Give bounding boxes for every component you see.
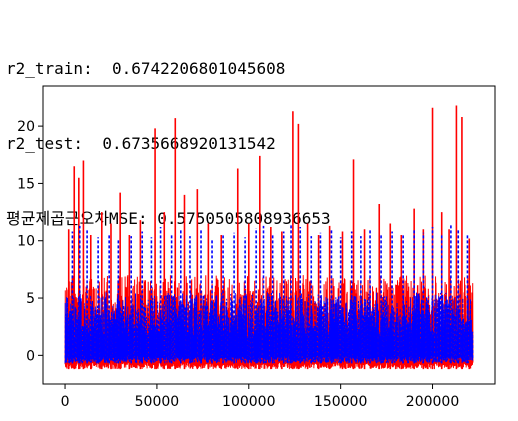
r2-test-line: r2_test: 0.6735668920131542 (6, 134, 276, 153)
y-tick-label: 0 (26, 348, 35, 364)
x-tick-label: 200000 (406, 394, 459, 410)
series-layer (64, 105, 474, 370)
x-tick-label: 0 (61, 394, 70, 410)
plot-frame (42, 85, 496, 385)
x-tick-label: 50000 (135, 394, 180, 410)
series-0-body (64, 275, 474, 370)
y-tick-label: 15 (17, 176, 35, 192)
mse-line: 평균제곱근오차MSE: 0.5750505808936653 (6, 209, 331, 228)
y-tick-label: 10 (17, 234, 35, 250)
axis-layer: 0 50000 100000 150000 200000 0 5 10 15 20 (17, 119, 459, 410)
y-tick-label: 5 (26, 291, 35, 307)
r2-train-line: r2_train: 0.6742206801045608 (6, 59, 286, 78)
x-tick-label: 150000 (314, 394, 367, 410)
series-1-body (64, 292, 474, 364)
output-lines: r2_train: 0.6742206801045608 r2_test: 0.… (6, 6, 331, 256)
y-tick-label: 20 (17, 119, 35, 135)
x-tick-label: 100000 (222, 394, 275, 410)
